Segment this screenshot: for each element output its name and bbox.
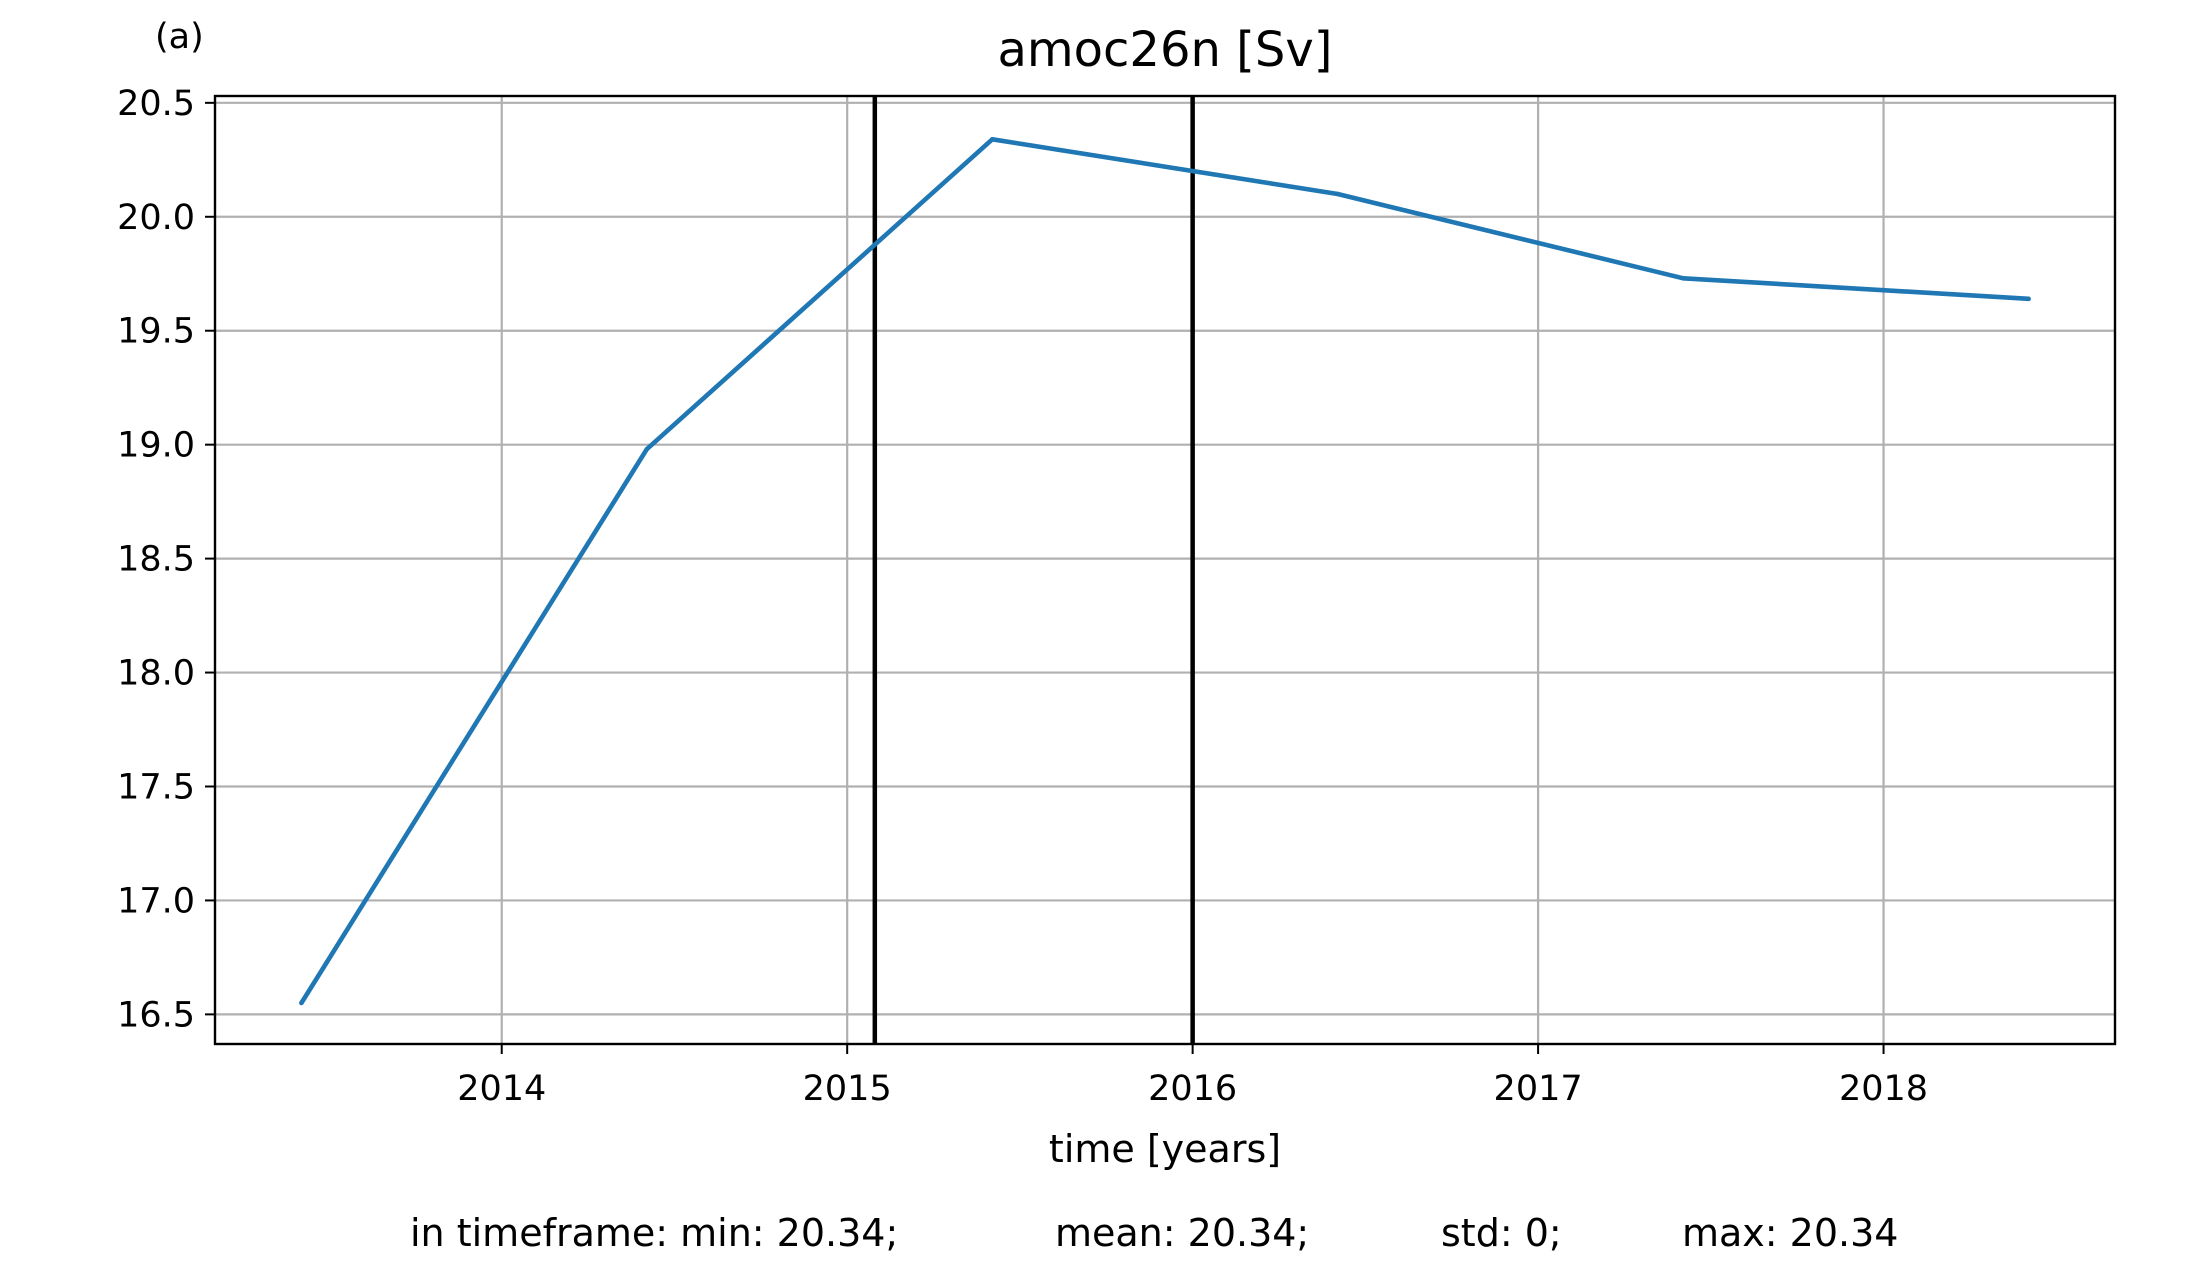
- y-tick-label: 17.0: [117, 881, 195, 921]
- stats-line: in timeframe: min: 20.34; mean: 20.34; s…: [410, 1211, 1898, 1255]
- series-point: [1680, 276, 1686, 281]
- y-tick-label: 19.5: [117, 312, 195, 352]
- series-point: [989, 136, 995, 142]
- y-tick-label: 20.0: [117, 198, 195, 238]
- panel-label: (a): [155, 17, 204, 57]
- y-ticks: 16.5 17.0 17.5 18.0 18.5 19.0 19.5 20.0 20.5: [117, 84, 215, 1035]
- y-tick-label: 16.5: [117, 995, 195, 1035]
- vertical-markers: [872, 96, 1195, 1044]
- x-tick-label: 2017: [1494, 1069, 1583, 1109]
- x-tick-label: 2014: [457, 1069, 546, 1109]
- series-point: [1335, 191, 1341, 197]
- y-tick-label: 17.5: [117, 767, 195, 807]
- stat-std: std: 0;: [1441, 1211, 1562, 1255]
- x-axis-label: time [years]: [1049, 1127, 1281, 1171]
- x-ticks: 2014 2015 2016 2017 2018: [457, 1044, 1928, 1109]
- x-tick-label: 2016: [1148, 1069, 1237, 1109]
- axes-frame: [213, 94, 2117, 1046]
- x-tick-label: 2018: [1839, 1069, 1928, 1109]
- plot-area: 2014 2015 2016 2017 2018 16.5 17.0 17.5 18.0 18.…: [117, 84, 2117, 1109]
- y-gridlines: [215, 101, 2115, 1016]
- series-line: [299, 137, 2029, 1005]
- series-point: [299, 1000, 304, 1006]
- x-tick-label: 2015: [803, 1069, 892, 1109]
- y-tick-label: 18.0: [117, 654, 195, 694]
- stat-min: in timeframe: min: 20.34;: [410, 1211, 898, 1255]
- series-point: [644, 446, 650, 452]
- y-tick-label: 19.0: [117, 426, 195, 466]
- y-tick-label: 20.5: [117, 84, 195, 124]
- series-point: [2026, 296, 2031, 302]
- stat-mean: mean: 20.34;: [1055, 1211, 1309, 1255]
- series-layer: [299, 136, 2031, 1006]
- chart-title: amoc26n [Sv]: [997, 22, 1332, 78]
- y-tick-label: 18.5: [117, 540, 195, 580]
- stat-max: max: 20.34: [1682, 1211, 1898, 1255]
